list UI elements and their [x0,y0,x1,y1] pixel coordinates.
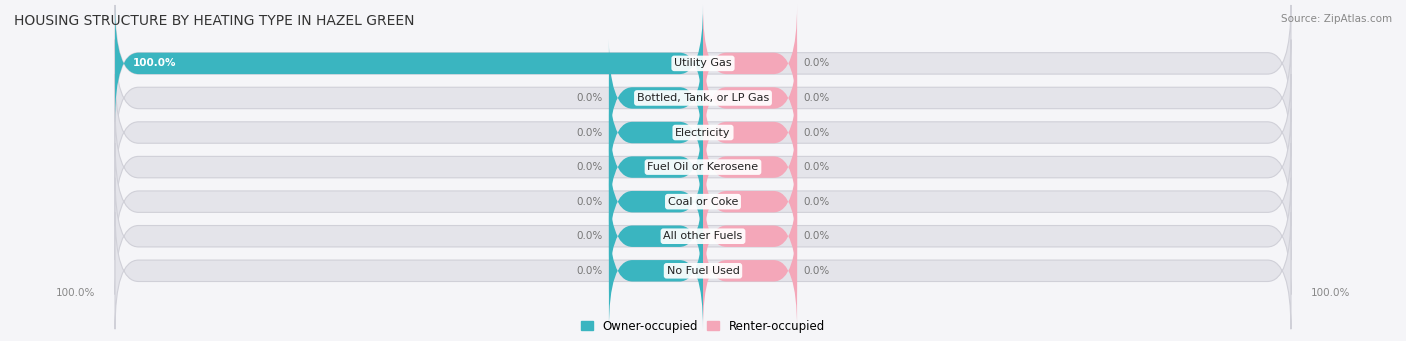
Text: No Fuel Used: No Fuel Used [666,266,740,276]
Text: Source: ZipAtlas.com: Source: ZipAtlas.com [1281,14,1392,24]
FancyBboxPatch shape [115,109,1291,225]
Text: Utility Gas: Utility Gas [675,58,731,69]
Text: HOUSING STRUCTURE BY HEATING TYPE IN HAZEL GREEN: HOUSING STRUCTURE BY HEATING TYPE IN HAZ… [14,14,415,28]
FancyBboxPatch shape [115,143,1291,260]
Text: 0.0%: 0.0% [576,128,603,137]
Text: 100.0%: 100.0% [132,58,176,69]
FancyBboxPatch shape [115,5,1291,122]
Text: 0.0%: 0.0% [576,93,603,103]
FancyBboxPatch shape [115,74,1291,191]
FancyBboxPatch shape [703,143,797,260]
FancyBboxPatch shape [703,212,797,329]
Text: 0.0%: 0.0% [803,162,830,172]
Text: All other Fuels: All other Fuels [664,231,742,241]
Text: Electricity: Electricity [675,128,731,137]
FancyBboxPatch shape [115,40,1291,157]
FancyBboxPatch shape [115,178,1291,295]
Text: 0.0%: 0.0% [576,197,603,207]
Text: 0.0%: 0.0% [576,162,603,172]
FancyBboxPatch shape [609,109,703,225]
Text: 0.0%: 0.0% [803,266,830,276]
Text: 0.0%: 0.0% [576,231,603,241]
Text: 0.0%: 0.0% [803,231,830,241]
FancyBboxPatch shape [609,40,703,157]
FancyBboxPatch shape [703,74,797,191]
Legend: Owner-occupied, Renter-occupied: Owner-occupied, Renter-occupied [581,320,825,333]
Text: 100.0%: 100.0% [56,288,96,298]
FancyBboxPatch shape [703,5,797,122]
Text: Bottled, Tank, or LP Gas: Bottled, Tank, or LP Gas [637,93,769,103]
FancyBboxPatch shape [609,143,703,260]
Text: Coal or Coke: Coal or Coke [668,197,738,207]
Text: 0.0%: 0.0% [803,93,830,103]
Text: Fuel Oil or Kerosene: Fuel Oil or Kerosene [647,162,759,172]
FancyBboxPatch shape [609,178,703,295]
Text: 0.0%: 0.0% [803,197,830,207]
FancyBboxPatch shape [703,40,797,157]
FancyBboxPatch shape [609,212,703,329]
FancyBboxPatch shape [703,109,797,225]
Text: 0.0%: 0.0% [576,266,603,276]
FancyBboxPatch shape [115,212,1291,329]
Text: 0.0%: 0.0% [803,128,830,137]
FancyBboxPatch shape [115,5,703,122]
Text: 100.0%: 100.0% [1310,288,1350,298]
Text: 0.0%: 0.0% [803,58,830,69]
FancyBboxPatch shape [609,74,703,191]
FancyBboxPatch shape [703,178,797,295]
